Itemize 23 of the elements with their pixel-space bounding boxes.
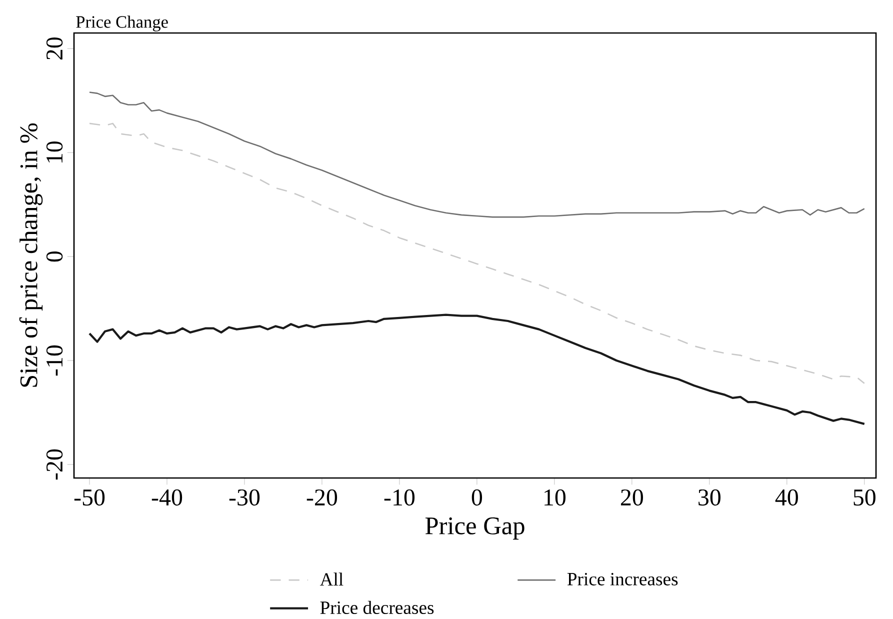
chart-title: Price Change: [76, 16, 168, 32]
y-tick-label: -10: [46, 345, 63, 376]
x-tick-label: -50: [74, 489, 105, 506]
x-tick-label: 30: [698, 489, 720, 506]
legend-label: All: [320, 572, 344, 586]
x-tick-label: -40: [152, 489, 182, 506]
x-tick-label: 50: [854, 489, 876, 506]
line-series: [88, 122, 866, 384]
x-tick-label: 10: [544, 489, 566, 506]
x-axis-title: Price Gap: [425, 517, 524, 540]
y-tick-label: 0: [46, 251, 63, 262]
y-tick-label: -20: [46, 449, 63, 480]
x-tick-label: -10: [384, 489, 415, 506]
x-tick-label: 0: [472, 489, 482, 506]
legend-label: Price increases: [567, 572, 678, 586]
x-tick-label: -30: [229, 489, 260, 506]
y-tick-label: 10: [46, 141, 63, 162]
legend-label: Price decreases: [320, 600, 434, 614]
y-tick-label: 20: [46, 38, 63, 60]
y-axis-title: Size of price change, in %: [19, 123, 43, 387]
x-tick-label: 40: [775, 489, 798, 506]
x-tick-label: 20: [620, 489, 643, 506]
x-tick-label: -20: [306, 489, 338, 506]
